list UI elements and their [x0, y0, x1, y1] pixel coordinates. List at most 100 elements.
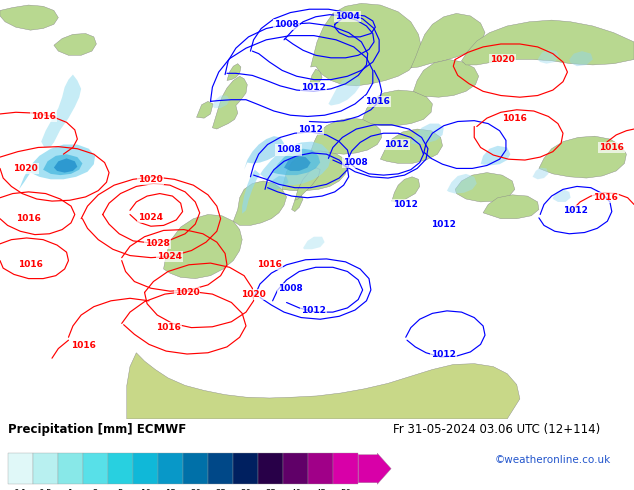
Bar [283, 453, 308, 484]
Polygon shape [392, 177, 420, 202]
Text: 1020: 1020 [174, 288, 200, 297]
Polygon shape [553, 189, 571, 202]
Polygon shape [411, 123, 444, 145]
Text: 1024: 1024 [157, 252, 183, 261]
Text: 20: 20 [190, 489, 201, 490]
Polygon shape [244, 136, 284, 170]
Text: 1008: 1008 [278, 284, 303, 293]
Polygon shape [212, 76, 247, 129]
Text: 15: 15 [165, 489, 176, 490]
Text: 1020: 1020 [489, 55, 515, 64]
Text: 1012: 1012 [298, 125, 323, 134]
Polygon shape [328, 75, 360, 105]
Text: 1024: 1024 [138, 213, 164, 221]
Text: 1012: 1012 [384, 140, 409, 149]
Text: 1012: 1012 [431, 220, 456, 229]
Text: ©weatheronline.co.uk: ©weatheronline.co.uk [495, 455, 611, 465]
Polygon shape [295, 168, 320, 200]
Text: 1016: 1016 [16, 214, 41, 223]
Polygon shape [127, 353, 520, 419]
Polygon shape [455, 172, 515, 202]
Polygon shape [533, 168, 548, 179]
Text: 1008: 1008 [274, 20, 299, 29]
Polygon shape [569, 51, 593, 66]
Text: 30: 30 [240, 489, 251, 490]
Bar [333, 453, 358, 484]
Bar [108, 453, 133, 484]
Polygon shape [309, 69, 322, 86]
Text: 1016: 1016 [502, 114, 527, 122]
Polygon shape [41, 74, 81, 147]
FancyArrow shape [358, 453, 391, 484]
Polygon shape [447, 174, 477, 194]
Polygon shape [212, 96, 230, 108]
Text: 1028: 1028 [145, 239, 170, 248]
Bar [233, 453, 258, 484]
Polygon shape [411, 13, 485, 68]
Polygon shape [539, 136, 626, 178]
Bar [208, 453, 233, 484]
Text: 1016: 1016 [257, 260, 282, 270]
Bar [82, 453, 108, 484]
Text: 1008: 1008 [276, 146, 301, 154]
Polygon shape [233, 181, 287, 225]
Bar [8, 453, 32, 484]
Text: 1016: 1016 [30, 112, 56, 121]
Polygon shape [413, 59, 479, 97]
Bar [133, 453, 158, 484]
Text: 45: 45 [315, 489, 326, 490]
Text: 1016: 1016 [365, 97, 390, 106]
Text: 1004: 1004 [335, 12, 360, 21]
Polygon shape [363, 90, 432, 126]
Polygon shape [54, 158, 77, 172]
Polygon shape [311, 3, 422, 86]
Text: Fr 31-05-2024 03.06 UTC (12+114): Fr 31-05-2024 03.06 UTC (12+114) [393, 422, 600, 436]
Text: 0.1: 0.1 [13, 489, 27, 490]
Bar [183, 453, 208, 484]
Text: 1020: 1020 [241, 290, 266, 298]
Polygon shape [282, 151, 347, 191]
Text: 1012: 1012 [393, 200, 418, 209]
Polygon shape [311, 118, 382, 154]
Polygon shape [273, 149, 320, 175]
Bar [258, 453, 283, 484]
Text: 1020: 1020 [138, 175, 164, 184]
Text: 0.5: 0.5 [39, 489, 52, 490]
Text: 1016: 1016 [593, 193, 618, 202]
Text: 2: 2 [93, 489, 98, 490]
Polygon shape [19, 145, 95, 189]
Polygon shape [197, 101, 213, 118]
Polygon shape [284, 156, 311, 171]
Text: 35: 35 [265, 489, 276, 490]
Polygon shape [164, 215, 242, 279]
Text: 50: 50 [340, 489, 351, 490]
Text: 1008: 1008 [342, 158, 368, 167]
Text: 1012: 1012 [301, 306, 327, 316]
Polygon shape [266, 176, 288, 191]
Polygon shape [242, 142, 331, 214]
Text: 1012: 1012 [431, 349, 456, 359]
Text: 1016: 1016 [155, 323, 181, 332]
Text: 1016: 1016 [71, 341, 96, 350]
Bar [158, 453, 183, 484]
Bar [308, 453, 333, 484]
Polygon shape [0, 5, 58, 30]
Bar [58, 453, 82, 484]
Text: 1016: 1016 [18, 260, 43, 270]
Text: 40: 40 [290, 489, 301, 490]
Text: 25: 25 [215, 489, 226, 490]
Polygon shape [380, 129, 443, 163]
Text: Precipitation [mm] ECMWF: Precipitation [mm] ECMWF [8, 422, 186, 436]
Text: 1016: 1016 [599, 143, 624, 152]
Text: 1012: 1012 [301, 83, 327, 93]
Polygon shape [303, 237, 325, 249]
Text: 1: 1 [67, 489, 73, 490]
Bar [32, 453, 58, 484]
Polygon shape [483, 195, 539, 219]
Text: 10: 10 [140, 489, 151, 490]
Polygon shape [292, 191, 303, 212]
Polygon shape [462, 20, 634, 65]
Polygon shape [54, 33, 96, 55]
Polygon shape [43, 154, 82, 175]
Polygon shape [481, 146, 510, 166]
